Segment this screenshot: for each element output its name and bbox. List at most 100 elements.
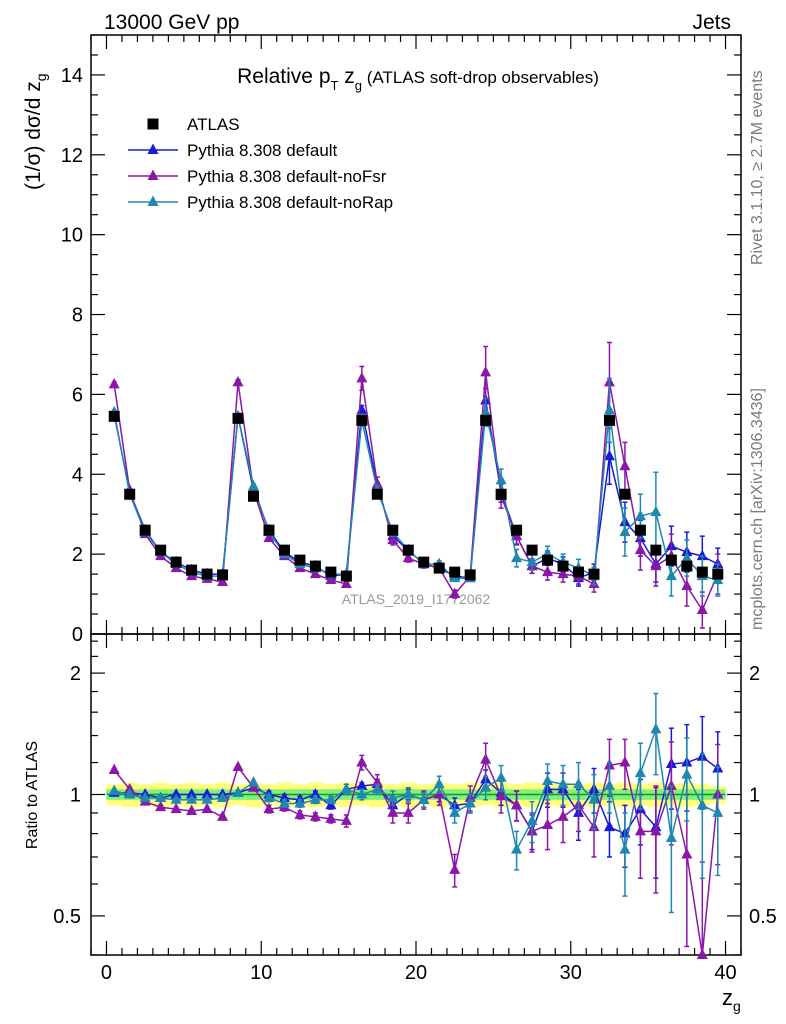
main-noRap-point bbox=[634, 509, 646, 521]
main-default-point bbox=[603, 449, 615, 461]
main-atlas-point bbox=[371, 488, 383, 500]
ratio-default-point bbox=[603, 820, 615, 832]
ratio-noRap-point bbox=[232, 786, 244, 797]
ratio-noRap-point bbox=[387, 791, 399, 803]
legend: ATLAS Pythia 8.308 default Pythia 8.308 de… bbox=[128, 115, 393, 212]
main-atlas-point bbox=[418, 556, 430, 568]
main-atlas-point bbox=[217, 569, 229, 581]
main-noFsr-point bbox=[449, 587, 461, 599]
ratio-noFsr-line bbox=[113, 757, 719, 956]
main-noFsr-point bbox=[557, 567, 569, 579]
main-atlas-point bbox=[387, 524, 399, 536]
main-atlas-point bbox=[433, 562, 445, 574]
main-noRap-point bbox=[511, 551, 523, 563]
ratio-noRap-point bbox=[248, 776, 259, 787]
ratio-ytick-label-right: 0.5 bbox=[749, 906, 777, 928]
main-atlas-point bbox=[294, 554, 306, 566]
xlabel-sub: g bbox=[733, 998, 741, 1014]
main-ytick-label: 10 bbox=[61, 225, 83, 247]
main-title-pre: Relative p bbox=[237, 65, 330, 88]
main-atlas-point bbox=[201, 568, 213, 580]
ratio-noFsr-point bbox=[356, 756, 368, 767]
xtick-label: 0 bbox=[101, 962, 112, 984]
main-atlas-point bbox=[325, 566, 337, 578]
main-noFsr-point bbox=[340, 577, 352, 589]
main-atlas-point bbox=[650, 544, 662, 556]
main-noFsr-point bbox=[634, 543, 646, 555]
legend-noFsr-label: Pythia 8.308 default-noFsr bbox=[187, 167, 387, 186]
ratio-panel-marks bbox=[108, 692, 724, 959]
ratio-noFsr-point bbox=[511, 798, 523, 810]
main-title-sub1: T bbox=[331, 78, 339, 93]
legend-atlas-label: ATLAS bbox=[187, 115, 240, 134]
ratio-noRap-point bbox=[263, 791, 275, 803]
main-atlas-point bbox=[603, 414, 615, 426]
main-noRap-point bbox=[681, 551, 693, 563]
main-atlas-point bbox=[449, 566, 461, 578]
ratio-noFsr-point bbox=[108, 763, 120, 774]
main-atlas-point bbox=[155, 544, 167, 556]
ratio-noRap-point bbox=[449, 806, 461, 817]
ratio-noRap-point bbox=[681, 768, 693, 779]
main-noFsr-point bbox=[480, 365, 492, 377]
legend-atlas-marker bbox=[147, 118, 159, 130]
xtick-label: 20 bbox=[405, 962, 427, 984]
watermark: ATLAS_2019_I1772062 bbox=[342, 591, 491, 607]
mcplots-label: mcplots.cern.ch [arXiv:1306.3436] bbox=[749, 388, 766, 630]
ratio-noRap-point bbox=[356, 788, 368, 799]
ratio-noRap-point bbox=[712, 806, 724, 817]
main-noFsr-point bbox=[108, 377, 120, 389]
main-atlas-point bbox=[712, 568, 724, 580]
main-atlas-point bbox=[278, 544, 290, 556]
ratio-noRap-point bbox=[480, 781, 492, 792]
ratio-noFsr-point bbox=[263, 802, 275, 814]
ratio-noFsr-point bbox=[309, 810, 321, 821]
legend-noRap-marker bbox=[147, 195, 159, 206]
main-atlas-point bbox=[480, 414, 492, 426]
ratio-ytick-label: 2 bbox=[70, 663, 81, 685]
main-title-mid: z bbox=[338, 65, 354, 88]
ratio-noRap-point bbox=[418, 793, 430, 804]
ratio-noFsr-point bbox=[402, 806, 414, 817]
main-atlas-point bbox=[356, 414, 368, 426]
header-right: Jets bbox=[692, 11, 731, 34]
ratio-noFsr-point bbox=[557, 810, 569, 821]
main-noFsr-point bbox=[356, 371, 368, 383]
ratio-noFsr-point bbox=[232, 760, 244, 771]
main-atlas-point bbox=[526, 544, 538, 556]
ratio-default-point bbox=[186, 788, 198, 799]
ratio-noRap-point bbox=[170, 793, 182, 804]
xtick-label: 10 bbox=[250, 962, 272, 984]
ratio-noRap-line bbox=[114, 729, 719, 852]
main-atlas-point bbox=[263, 524, 275, 536]
ratio-noFsr-point bbox=[170, 802, 182, 814]
main-atlas-point bbox=[309, 560, 321, 572]
main-ytick-label: 0 bbox=[72, 624, 83, 646]
main-atlas-point bbox=[340, 570, 352, 582]
legend-default-marker bbox=[147, 143, 159, 154]
ratio-panel-axes: 0 10 20 30 40 0.5 0.5 1 1 2 2 bbox=[53, 633, 777, 984]
ratio-noFsr-point bbox=[387, 806, 399, 817]
main-ytick-label: 4 bbox=[72, 464, 83, 486]
main-noRap-point bbox=[248, 479, 259, 491]
main-panel-marks bbox=[108, 341, 724, 629]
main-noFsr-point bbox=[650, 559, 662, 571]
ratio-noRap-point bbox=[139, 791, 151, 803]
main-atlas-point bbox=[557, 560, 569, 572]
main-noFsr-point bbox=[371, 477, 383, 489]
main-atlas-point bbox=[186, 564, 198, 576]
ratio-noFsr-point bbox=[650, 824, 662, 836]
ratio-noFsr-point bbox=[634, 824, 646, 836]
main-atlas-point bbox=[681, 560, 693, 572]
ratio-noRap-point bbox=[464, 797, 476, 808]
main-atlas-point bbox=[542, 554, 554, 566]
ratio-noRap-point bbox=[309, 793, 321, 804]
main-atlas-point bbox=[665, 554, 677, 566]
main-noFsr-point bbox=[681, 579, 693, 591]
main-ytick-label: 8 bbox=[72, 305, 83, 327]
ratio-noRap-point bbox=[124, 788, 136, 799]
main-title-post: (ATLAS soft-drop observables) bbox=[362, 68, 599, 87]
main-atlas-point bbox=[464, 569, 476, 581]
main-ytick-label: 2 bbox=[72, 544, 83, 566]
